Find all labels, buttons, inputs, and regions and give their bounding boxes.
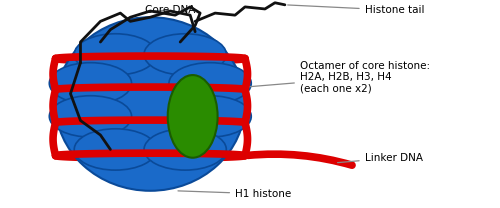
- Text: Linker DNA: Linker DNA: [338, 153, 422, 163]
- Text: Octamer of core histone:
H2A, H2B, H3, H4
(each one x2): Octamer of core histone: H2A, H2B, H3, H…: [243, 61, 430, 94]
- Text: Histone tail: Histone tail: [288, 5, 424, 15]
- Ellipse shape: [50, 63, 132, 104]
- Ellipse shape: [74, 34, 156, 75]
- Text: H1 histone: H1 histone: [178, 189, 292, 199]
- Ellipse shape: [50, 96, 132, 137]
- Ellipse shape: [74, 129, 156, 170]
- Ellipse shape: [168, 75, 218, 158]
- Text: Core DNA: Core DNA: [145, 5, 196, 15]
- Ellipse shape: [144, 34, 226, 75]
- Ellipse shape: [56, 17, 245, 191]
- Ellipse shape: [169, 96, 251, 137]
- Ellipse shape: [144, 129, 226, 170]
- Ellipse shape: [169, 63, 251, 104]
